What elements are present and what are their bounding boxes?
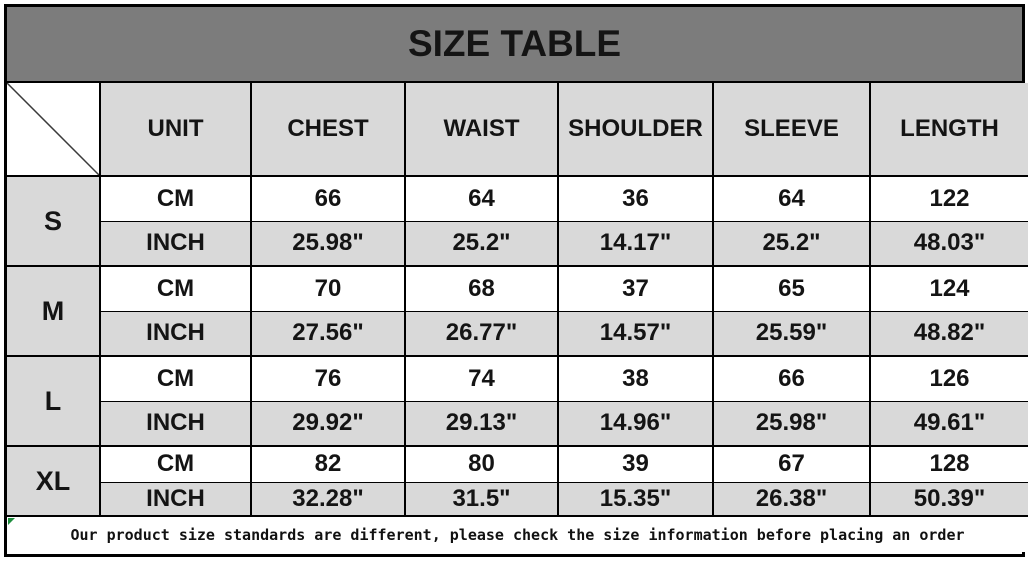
column-header-waist: WAIST (404, 82, 559, 177)
column-header-unit: UNIT (99, 82, 252, 177)
measurement-cell: 39 (557, 445, 714, 483)
table-header-row: UNIT CHEST WAIST SHOULDER SLEEVE LENGTH (6, 82, 1029, 177)
unit-label-cm: CM (99, 175, 252, 222)
column-header-chest: CHEST (250, 82, 406, 177)
column-header-shoulder: SHOULDER (557, 82, 714, 177)
size-label-xl: XL (6, 445, 101, 517)
table-row: S CM 66 64 36 64 122 (6, 175, 1029, 267)
measurement-cell: 122 (869, 175, 1029, 222)
title-banner: SIZE TABLE (7, 7, 1022, 83)
measurement-cell: 27.56" (250, 310, 406, 357)
size-table-frame: SIZE TABLE UNIT CHEST WAIST SHOULDER SLE… (4, 4, 1029, 557)
measurement-cell: 14.17" (557, 220, 714, 267)
measurement-cell: 29.13" (404, 400, 559, 447)
page-title: SIZE TABLE (407, 23, 622, 64)
measurement-cell: 50.39" (869, 481, 1029, 517)
measurement-cell: 68 (404, 265, 559, 312)
unit-label-inch: INCH (99, 220, 252, 267)
measurement-cell: 126 (869, 355, 1029, 402)
measurement-cell: 37 (557, 265, 714, 312)
measurement-cell: 49.61" (869, 400, 1029, 447)
measurement-cell: 66 (250, 175, 406, 222)
measurement-cell: 66 (712, 355, 871, 402)
table-row: L CM 76 74 38 66 126 (6, 355, 1029, 447)
measurement-cell: 25.98" (712, 400, 871, 447)
measurement-cell: 15.35" (557, 481, 714, 517)
size-label-m: M (6, 265, 101, 357)
table-row: INCH 32.28" 31.5" 15.35" 26.38" 50.39" (7, 481, 1029, 517)
table-row: INCH 25.98" 25.2" 14.17" 25.2" 48.03" (7, 220, 1029, 267)
column-header-length: LENGTH (869, 82, 1029, 177)
measurement-cell: 26.38" (712, 481, 871, 517)
measurement-cell: 31.5" (404, 481, 559, 517)
measurement-cell: 70 (250, 265, 406, 312)
measurement-cell: 67 (712, 445, 871, 483)
diagonal-line-icon (7, 83, 99, 175)
unit-label-inch: INCH (99, 481, 252, 517)
measurement-cell: 26.77" (404, 310, 559, 357)
size-label-l: L (6, 355, 101, 447)
unit-label-cm: CM (99, 355, 252, 402)
measurement-cell: 32.28" (250, 481, 406, 517)
measurement-cell: 82 (250, 445, 406, 483)
unit-label-inch: INCH (99, 400, 252, 447)
table-row: INCH 29.92" 29.13" 14.96" 25.98" 49.61" (7, 400, 1029, 447)
measurement-cell: 25.2" (404, 220, 559, 267)
column-header-sleeve: SLEEVE (712, 82, 871, 177)
table-row: INCH 27.56" 26.77" 14.57" 25.59" 48.82" (7, 310, 1029, 357)
unit-label-cm: CM (99, 265, 252, 312)
measurement-cell: 38 (557, 355, 714, 402)
note-cell: Our product size standards are different… (6, 515, 1029, 553)
size-table: UNIT CHEST WAIST SHOULDER SLEEVE LENGTH … (6, 82, 1029, 553)
measurement-cell: 74 (404, 355, 559, 402)
size-label-s: S (6, 175, 101, 267)
measurement-cell: 36 (557, 175, 714, 222)
corner-cell (6, 82, 101, 177)
measurement-cell: 14.57" (557, 310, 714, 357)
measurement-cell: 64 (712, 175, 871, 222)
green-corner-marker-icon (9, 518, 15, 525)
measurement-cell: 64 (404, 175, 559, 222)
unit-label-inch: INCH (99, 310, 252, 357)
measurement-cell: 65 (712, 265, 871, 312)
measurement-cell: 14.96" (557, 400, 714, 447)
measurement-cell: 128 (869, 445, 1029, 483)
measurement-cell: 25.59" (712, 310, 871, 357)
note-text: Our product size standards are different… (70, 525, 965, 544)
unit-label-cm: CM (99, 445, 252, 483)
measurement-cell: 29.92" (250, 400, 406, 447)
measurement-cell: 124 (869, 265, 1029, 312)
table-row: XL CM 82 80 39 67 128 (6, 445, 1029, 517)
measurement-cell: 25.98" (250, 220, 406, 267)
measurement-cell: 48.82" (869, 310, 1029, 357)
measurement-cell: 80 (404, 445, 559, 483)
table-row: Our product size standards are different… (6, 515, 1029, 553)
measurement-cell: 25.2" (712, 220, 871, 267)
measurement-cell: 48.03" (869, 220, 1029, 267)
measurement-cell: 76 (250, 355, 406, 402)
table-row: M CM 70 68 37 65 124 (6, 265, 1029, 357)
